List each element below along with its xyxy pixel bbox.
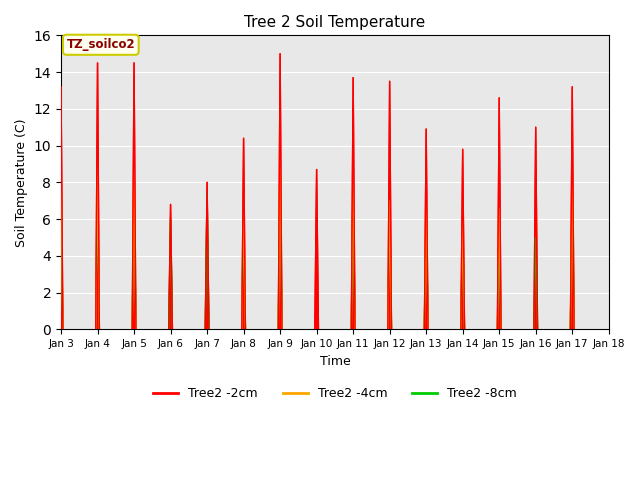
Y-axis label: Soil Temperature (C): Soil Temperature (C) [15, 118, 28, 247]
X-axis label: Time: Time [319, 355, 350, 368]
Legend: Tree2 -2cm, Tree2 -4cm, Tree2 -8cm: Tree2 -2cm, Tree2 -4cm, Tree2 -8cm [148, 383, 522, 406]
Text: TZ_soilco2: TZ_soilco2 [67, 38, 135, 51]
Title: Tree 2 Soil Temperature: Tree 2 Soil Temperature [244, 15, 426, 30]
